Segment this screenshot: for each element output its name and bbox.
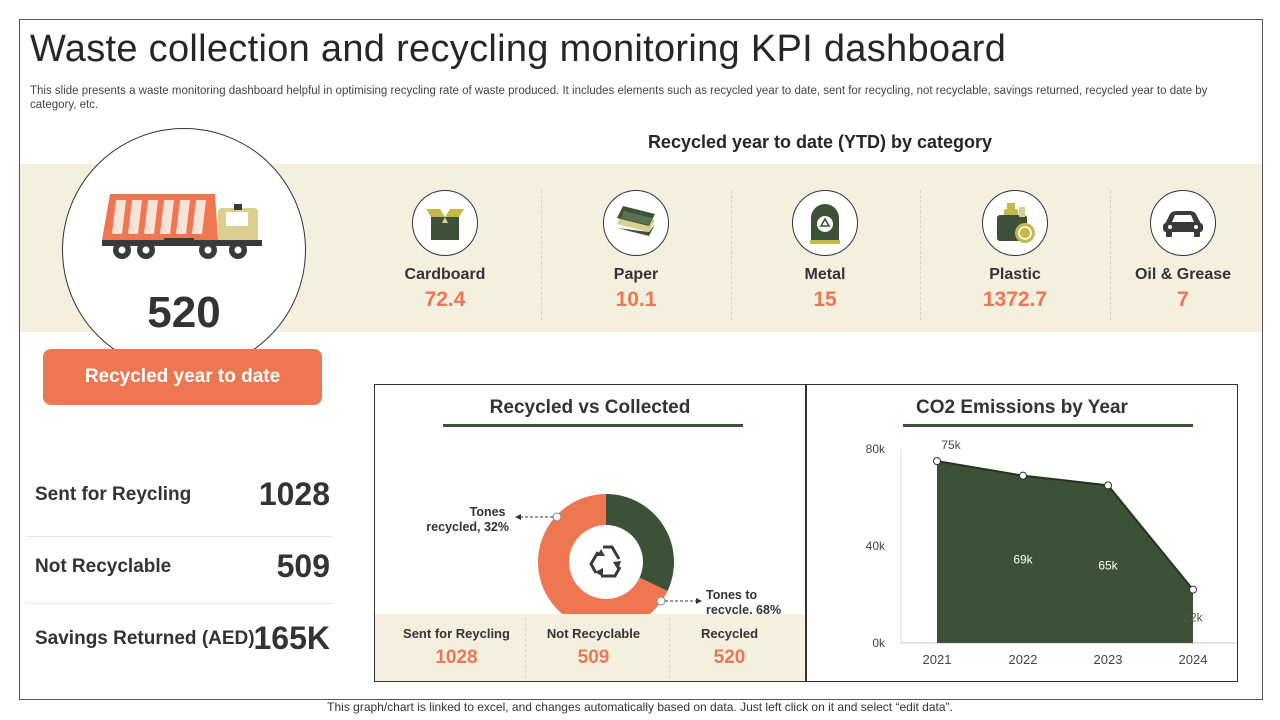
x-tick-label: 2021 <box>923 652 952 667</box>
stat-not-recyclable: Not Recyclable 509 <box>26 538 332 598</box>
x-tick-label: 2024 <box>1179 652 1208 667</box>
annotation-marker <box>552 512 562 522</box>
category-plastic: Plastic 1372.7 <box>930 190 1100 312</box>
category-metal: Metal 15 <box>740 190 910 312</box>
metal-bin-icon <box>810 204 840 244</box>
donut-annotation-recycled: Tones recycled, 32% <box>426 505 509 534</box>
category-label: Metal <box>804 266 846 283</box>
area-chart-title: CO2 Emissions by Year <box>916 397 1128 418</box>
category-divider <box>541 190 542 320</box>
area-line <box>936 460 1194 591</box>
area-chart: 0k 40k 80k 75k 69k 65k 22k 2021 2022 2023 2024 <box>866 438 1237 667</box>
summary-label: Sent for Reycling <box>403 626 510 641</box>
stat-value: 1028 <box>258 476 330 512</box>
y-tick-label: 80k <box>866 442 886 456</box>
summary-label: Recycled <box>700 626 759 641</box>
category-label: Oil & Grease <box>1134 266 1232 283</box>
category-oil-grease: Oil & Grease 7 <box>1098 190 1268 312</box>
page-subtitle: This slide presents a waste monitoring d… <box>30 85 1208 111</box>
y-tick-label: 0k <box>872 636 886 650</box>
y-tick-label: 40k <box>866 539 886 553</box>
category-value: 7 <box>1177 288 1189 311</box>
category-paper: Paper 10.1 <box>551 190 721 312</box>
category-label: Plastic <box>989 266 1041 283</box>
data-label: 65k <box>1098 558 1118 572</box>
summary-value: 520 <box>713 647 746 668</box>
co2-emissions-panel: CO2 Emissions by Year 0k 40k 80k 75k 69k 65k 2… <box>806 384 1238 682</box>
category-value: 10.1 <box>615 288 657 311</box>
recycled-vs-collected-panel: Recycled vs Collected Tones recycled, 32… <box>374 384 806 682</box>
categories-title: Recycled year to date (YTD) by category <box>647 132 993 152</box>
summary-strip: Sent for Reycling 1028 Not Recyclable 50… <box>375 614 805 681</box>
data-point <box>1189 585 1197 594</box>
donut-annotation-to-recycle: Tones to recycle, 68% <box>706 588 781 617</box>
summary-not-recyclable: Not Recyclable 509 <box>522 614 665 669</box>
summary-value: 509 <box>577 647 610 668</box>
truck-circle <box>62 128 306 372</box>
truck-icon <box>102 194 262 259</box>
data-label: 22k <box>1183 611 1203 625</box>
category-label: Paper <box>613 266 659 283</box>
category-value: 1372.7 <box>982 288 1048 311</box>
summary-label: Not Recyclable <box>546 626 641 641</box>
data-point <box>1104 481 1112 490</box>
recycle-icon <box>589 545 622 578</box>
car-icon <box>1163 211 1203 237</box>
category-value: 72.4 <box>424 288 466 311</box>
donut-chart: Tones recycled, 32% Tones to recycle, 68… <box>426 494 781 630</box>
summary-recycled: Recycled 520 <box>658 614 801 669</box>
data-label: 69k <box>1013 553 1033 567</box>
data-label: 75k <box>941 438 961 452</box>
data-point <box>933 457 941 466</box>
recycled-ytd-value: 520 <box>147 288 221 337</box>
stat-savings-returned: Savings Returned (AED) 165K <box>26 610 332 670</box>
stat-divider <box>26 603 332 604</box>
summary-sent: Sent for Reycling 1028 <box>385 614 528 669</box>
recycled-ytd-button[interactable]: Recycled year to date <box>43 349 322 405</box>
category-divider <box>731 190 732 320</box>
slide-frame <box>19 19 1263 700</box>
title-underline <box>443 424 743 427</box>
x-tick-label: 2022 <box>1009 652 1038 667</box>
category-value: 15 <box>813 288 837 311</box>
stat-label: Sent for Reycling <box>35 484 192 505</box>
area-fill <box>937 461 1193 643</box>
category-cardboard: Cardboard 72.4 <box>360 190 530 312</box>
footer-note: This graph/chart is linked to excel, and… <box>327 700 953 714</box>
title-underline <box>903 424 1193 427</box>
summary-value: 1028 <box>435 647 478 668</box>
category-divider <box>1110 190 1111 320</box>
stat-label: Savings Returned (AED) <box>35 628 255 649</box>
stat-sent-for-recycling: Sent for Reycling 1028 <box>26 466 332 526</box>
box-icon <box>426 209 464 240</box>
x-tick-label: 2023 <box>1094 652 1123 667</box>
annotation-marker <box>656 596 666 606</box>
category-label: Cardboard <box>404 266 486 283</box>
category-divider <box>920 190 921 320</box>
plastic-bottles-icon <box>997 203 1035 243</box>
summary-divider <box>525 618 526 678</box>
donut-chart-title: Recycled vs Collected <box>489 397 691 418</box>
stat-value: 165K <box>253 620 331 656</box>
donut-hole <box>569 525 643 599</box>
data-point <box>1019 471 1027 480</box>
stat-label: Not Recyclable <box>35 556 172 577</box>
stat-value: 509 <box>276 548 330 584</box>
paper-stack-icon <box>617 206 655 236</box>
page-title: Waste collection and recycling monitorin… <box>30 28 1007 70</box>
summary-divider <box>669 618 670 678</box>
stat-divider <box>26 536 332 537</box>
